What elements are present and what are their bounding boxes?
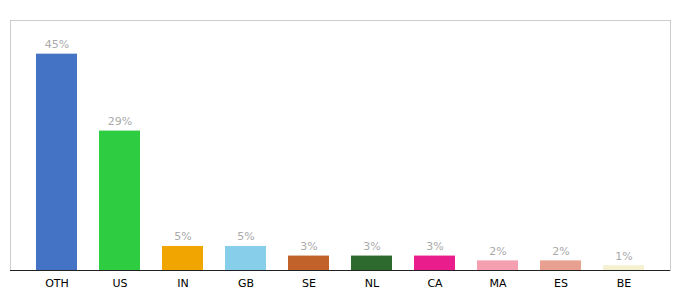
svg-text:OTH: OTH	[45, 277, 69, 290]
svg-text:NL: NL	[365, 277, 380, 290]
svg-text:3%: 3%	[363, 240, 380, 253]
svg-text:ES: ES	[554, 277, 568, 290]
svg-text:3%: 3%	[300, 240, 317, 253]
svg-text:5%: 5%	[237, 230, 254, 243]
svg-text:2%: 2%	[489, 245, 506, 258]
svg-text:45%: 45%	[45, 38, 69, 51]
svg-text:IN: IN	[177, 277, 188, 290]
svg-text:BE: BE	[617, 277, 632, 290]
svg-text:5%: 5%	[174, 230, 191, 243]
svg-text:3%: 3%	[426, 240, 443, 253]
svg-text:29%: 29%	[108, 115, 132, 128]
svg-text:GB: GB	[238, 277, 254, 290]
svg-text:US: US	[112, 277, 127, 290]
svg-text:MA: MA	[489, 277, 506, 290]
svg-text:1%: 1%	[615, 250, 632, 263]
svg-text:2%: 2%	[552, 245, 569, 258]
svg-text:SE: SE	[302, 277, 316, 290]
svg-text:CA: CA	[427, 277, 443, 290]
